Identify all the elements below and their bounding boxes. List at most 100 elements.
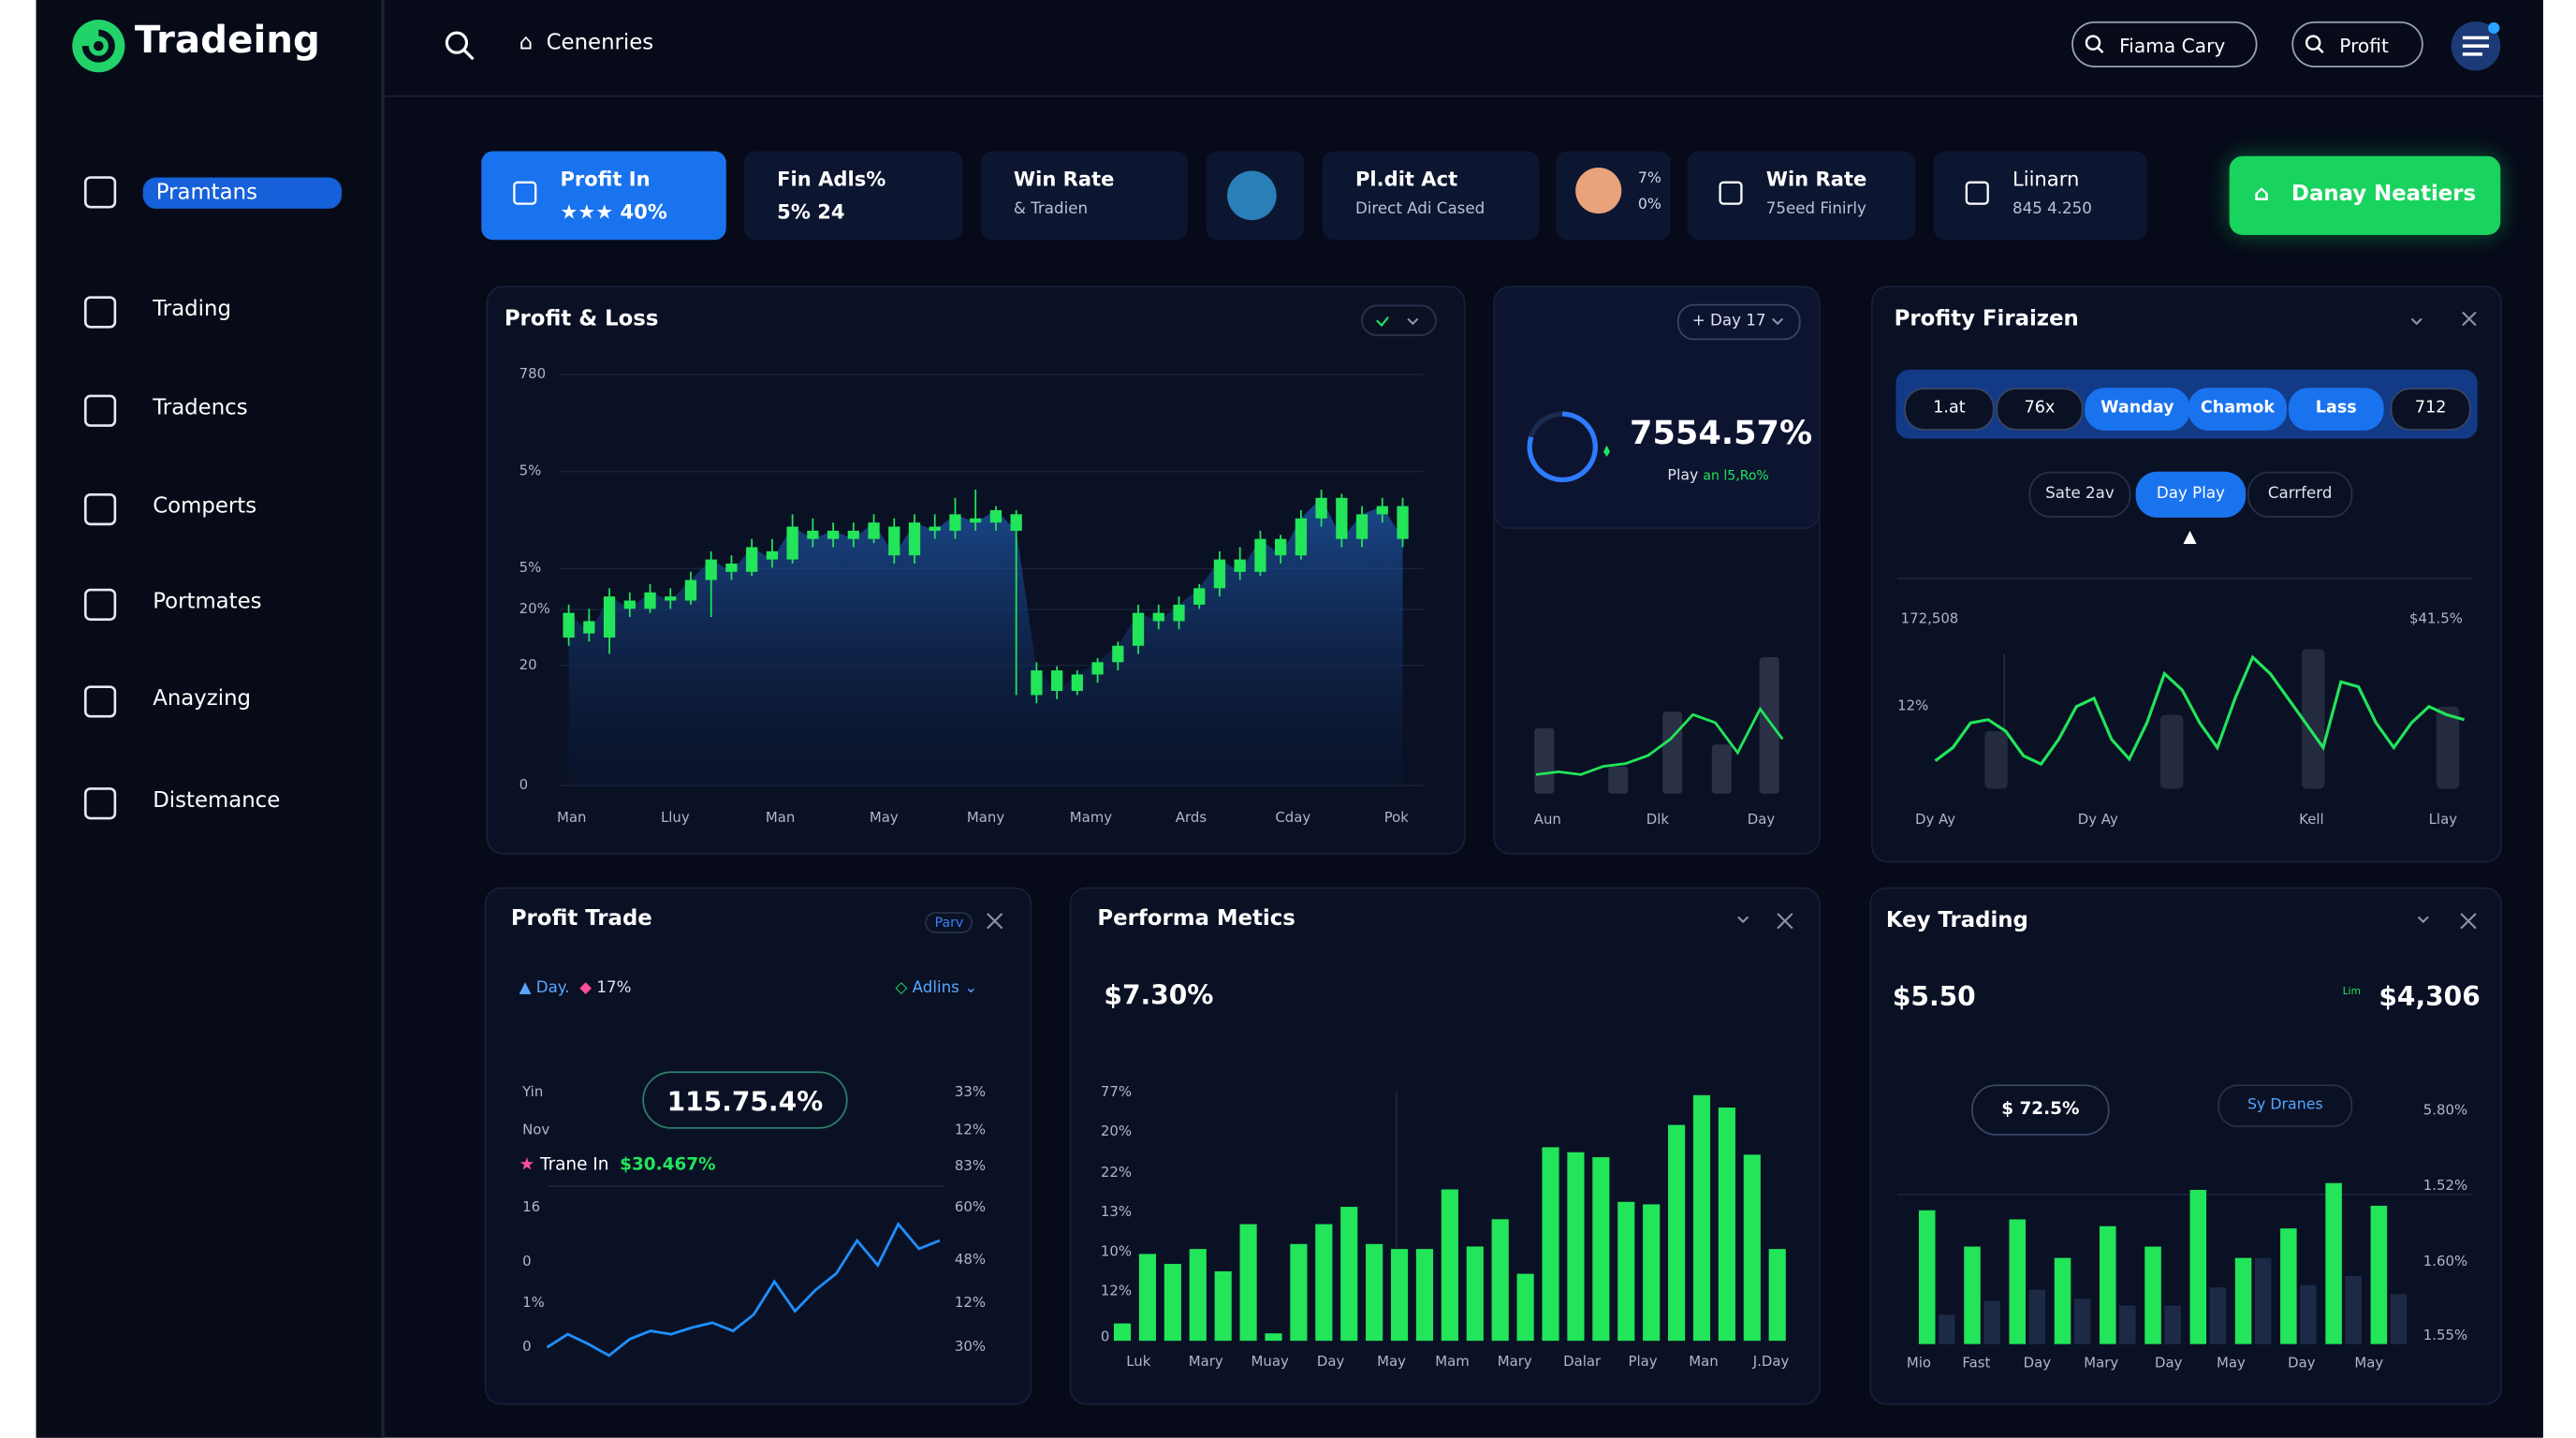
stat-card[interactable] [744,151,963,241]
period-select[interactable]: + Day 17 [1676,303,1801,341]
nav-item[interactable]: Comperts [153,494,257,520]
top-bar [384,0,2543,97]
sub-tab[interactable]: Day Play [2135,471,2247,518]
bar [1315,1224,1333,1342]
axis-label: Pok [1384,809,1410,826]
top-button[interactable]: Fiama Cary [2071,21,2258,67]
stat-title: Win Rate [1013,168,1115,191]
bar [2054,1257,2071,1344]
stat-card[interactable] [1322,151,1540,241]
axis-label: Mam [1435,1353,1470,1370]
axis-label: 20% [1101,1123,1132,1139]
tab[interactable]: 1.at [1904,388,1995,431]
bar [2119,1305,2136,1344]
menu-button[interactable] [2448,18,2507,77]
bar [2189,1189,2207,1344]
bar [1189,1249,1207,1342]
candle-body [746,547,758,572]
bar [2436,706,2460,789]
candle-body [603,596,616,638]
bar [1491,1219,1509,1342]
candle-body [868,522,880,539]
nav-item[interactable]: Trading [153,297,231,322]
filter-label: Adlins [912,979,959,998]
candle-body [929,526,941,531]
nav-item[interactable]: Distemance [153,788,281,814]
axis-label: Yin [521,1083,543,1100]
cta-label: Danay Neatiers [2291,182,2477,208]
candle-body [949,514,961,531]
stat-card[interactable] [1687,151,1916,241]
axis-label: 16 [522,1198,540,1215]
bar [2159,714,2184,789]
nav-item[interactable]: Tradencs [153,395,248,421]
sub-tab[interactable]: Carrferd [2247,471,2353,518]
cta-button[interactable]: ⌂ Danay Neatiers [2229,155,2501,235]
bar [2280,1228,2297,1344]
axis-label: 13% [1101,1203,1132,1220]
legend-item: Day. [535,979,570,998]
nav-item[interactable]: Portmates [153,590,262,615]
candle-body [1112,645,1124,663]
axis-label: 60% [955,1198,986,1215]
tab[interactable]: Chamok [2188,388,2288,431]
candle-body [1010,514,1022,531]
stat-card[interactable] [980,151,1188,241]
bar [1692,1094,1711,1342]
axis-label: Mio [1907,1355,1931,1372]
tab[interactable]: 712 [2390,388,2471,431]
axis-label: Nov [522,1122,549,1138]
bar [1239,1224,1257,1342]
key-pill[interactable]: Sy Dranes [2217,1084,2353,1127]
axis-label: Day [2024,1355,2052,1372]
candle-body [1071,674,1083,692]
candle-body [1091,662,1104,675]
candle-body [1295,518,1308,556]
nav-item[interactable]: Anayzing [153,686,252,712]
bar [1138,1254,1157,1342]
cursor [2183,530,2197,544]
bar [1441,1189,1458,1342]
bar [2144,1246,2161,1344]
breadcrumb[interactable]: ⌂ Cenenries [519,31,654,56]
nav-item[interactable]: Pramtans [142,177,343,209]
tab[interactable]: 76x [1996,388,2084,431]
bar [1939,1314,1955,1344]
axis-label: 77% [1101,1083,1132,1100]
panel-title: Profity Firaizen [1894,307,2079,332]
area [568,497,1403,785]
stat-title: Liinarn [2012,168,2080,191]
bar [1918,1210,1936,1344]
gauge-ring [1527,411,1610,483]
key-value: $5.50 [1892,980,1976,1013]
candle-body [1355,514,1368,539]
nav-icon [83,176,117,209]
axis-label: Day [1748,811,1776,828]
top-button[interactable]: Profit [2291,21,2423,67]
stat-icon [513,181,537,205]
key-pill: $ 72.5% [1971,1084,2110,1136]
axis-label: 10% [1101,1242,1132,1259]
stat-card[interactable] [1933,151,2147,241]
bar [2073,1299,2091,1344]
axis-label: Lluy [661,809,690,826]
panel-title: Profit Trade [510,906,652,932]
tab[interactable]: Lass [2288,388,2384,431]
axis-label: 22% [1101,1164,1132,1181]
bar [1984,731,2008,789]
pill-icon [2305,35,2324,54]
stat-card[interactable] [481,151,726,241]
axis-label: 1% [522,1294,545,1311]
bar [1113,1323,1132,1342]
axis-label: Mary [2084,1355,2118,1372]
axis-label: Mamy [1070,809,1113,826]
candle-body [786,526,798,560]
search-icon[interactable] [444,30,476,63]
axis-label: 20 [520,656,537,673]
filter[interactable]: ◇ Adlins ⌄ [895,979,978,998]
sub-tab[interactable]: Sate 2av [2028,471,2131,518]
panel-controls[interactable] [987,304,2477,930]
axis-label: 12% [955,1122,986,1138]
